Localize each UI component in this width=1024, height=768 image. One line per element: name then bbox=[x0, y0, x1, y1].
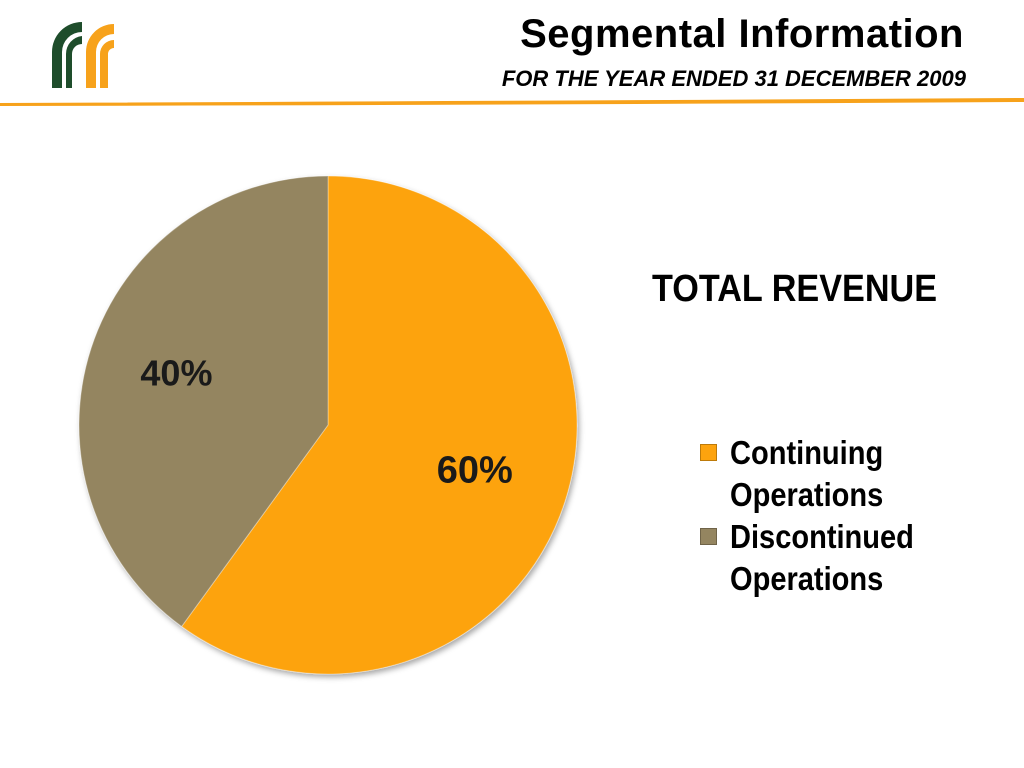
data-label-discontinued: 40% bbox=[140, 352, 212, 393]
chart-title: TOTAL REVENUE bbox=[652, 268, 938, 310]
legend-label-continuing: Continuing Operations bbox=[730, 434, 884, 513]
chart-legend: Continuing Operations Discontinued Opera… bbox=[700, 432, 1000, 600]
legend-label-discontinued: Discontinued Operations bbox=[730, 518, 914, 597]
page-subtitle: FOR THE YEAR ENDED 31 DECEMBER 2009 bbox=[501, 66, 966, 91]
page-title: Segmental Information bbox=[520, 12, 964, 56]
data-label-continuing: 60% bbox=[437, 450, 513, 492]
company-logo bbox=[52, 22, 114, 88]
legend-swatch-continuing bbox=[700, 444, 717, 461]
logo-arch-green-inner bbox=[65, 36, 82, 88]
logo-arch-green bbox=[52, 22, 82, 88]
logo-arch-orange bbox=[86, 24, 114, 88]
legend-swatch-discontinued bbox=[700, 528, 717, 545]
logo-arch-orange-inner bbox=[100, 40, 114, 88]
pie-slice-continuing bbox=[180, 175, 578, 675]
legend-item-discontinued: Discontinued Operations bbox=[700, 516, 1000, 600]
header-divider bbox=[0, 98, 1024, 106]
legend-item-continuing: Continuing Operations bbox=[700, 432, 1000, 516]
pie-slice-discontinued bbox=[78, 175, 329, 628]
